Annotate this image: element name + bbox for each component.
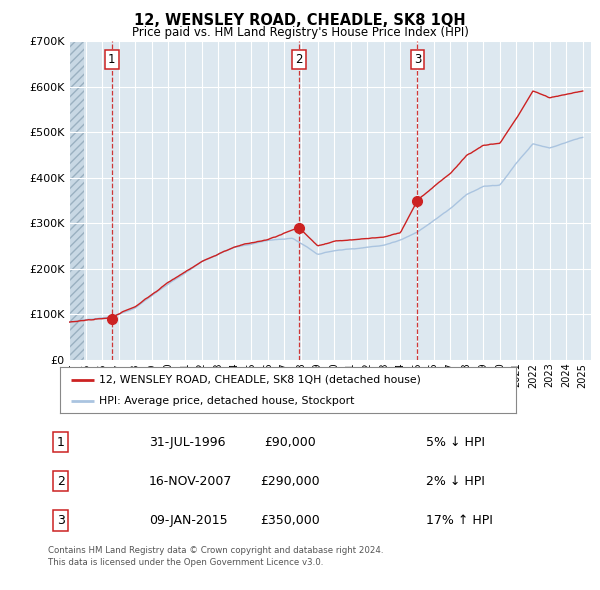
Text: 1: 1 [108,53,115,66]
Text: 3: 3 [56,514,65,527]
Text: £290,000: £290,000 [260,475,320,488]
Text: 2: 2 [56,475,65,488]
Text: £350,000: £350,000 [260,514,320,527]
Text: 16-NOV-2007: 16-NOV-2007 [149,475,232,488]
Text: Contains HM Land Registry data © Crown copyright and database right 2024.: Contains HM Land Registry data © Crown c… [48,546,383,555]
Text: 31-JUL-1996: 31-JUL-1996 [149,435,226,448]
Text: 12, WENSLEY ROAD, CHEADLE, SK8 1QH (detached house): 12, WENSLEY ROAD, CHEADLE, SK8 1QH (deta… [99,375,421,385]
Text: £90,000: £90,000 [264,435,316,448]
Text: Price paid vs. HM Land Registry's House Price Index (HPI): Price paid vs. HM Land Registry's House … [131,26,469,39]
Text: HPI: Average price, detached house, Stockport: HPI: Average price, detached house, Stoc… [99,396,354,406]
Text: 17% ↑ HPI: 17% ↑ HPI [426,514,493,527]
Text: This data is licensed under the Open Government Licence v3.0.: This data is licensed under the Open Gov… [48,558,323,566]
Bar [69,41,84,360]
Text: 09-JAN-2015: 09-JAN-2015 [149,514,227,527]
Text: 12, WENSLEY ROAD, CHEADLE, SK8 1QH: 12, WENSLEY ROAD, CHEADLE, SK8 1QH [134,13,466,28]
Text: 5% ↓ HPI: 5% ↓ HPI [426,435,485,448]
Text: 2: 2 [295,53,303,66]
Text: 3: 3 [414,53,421,66]
Text: 1: 1 [56,435,65,448]
Text: 2% ↓ HPI: 2% ↓ HPI [426,475,485,488]
